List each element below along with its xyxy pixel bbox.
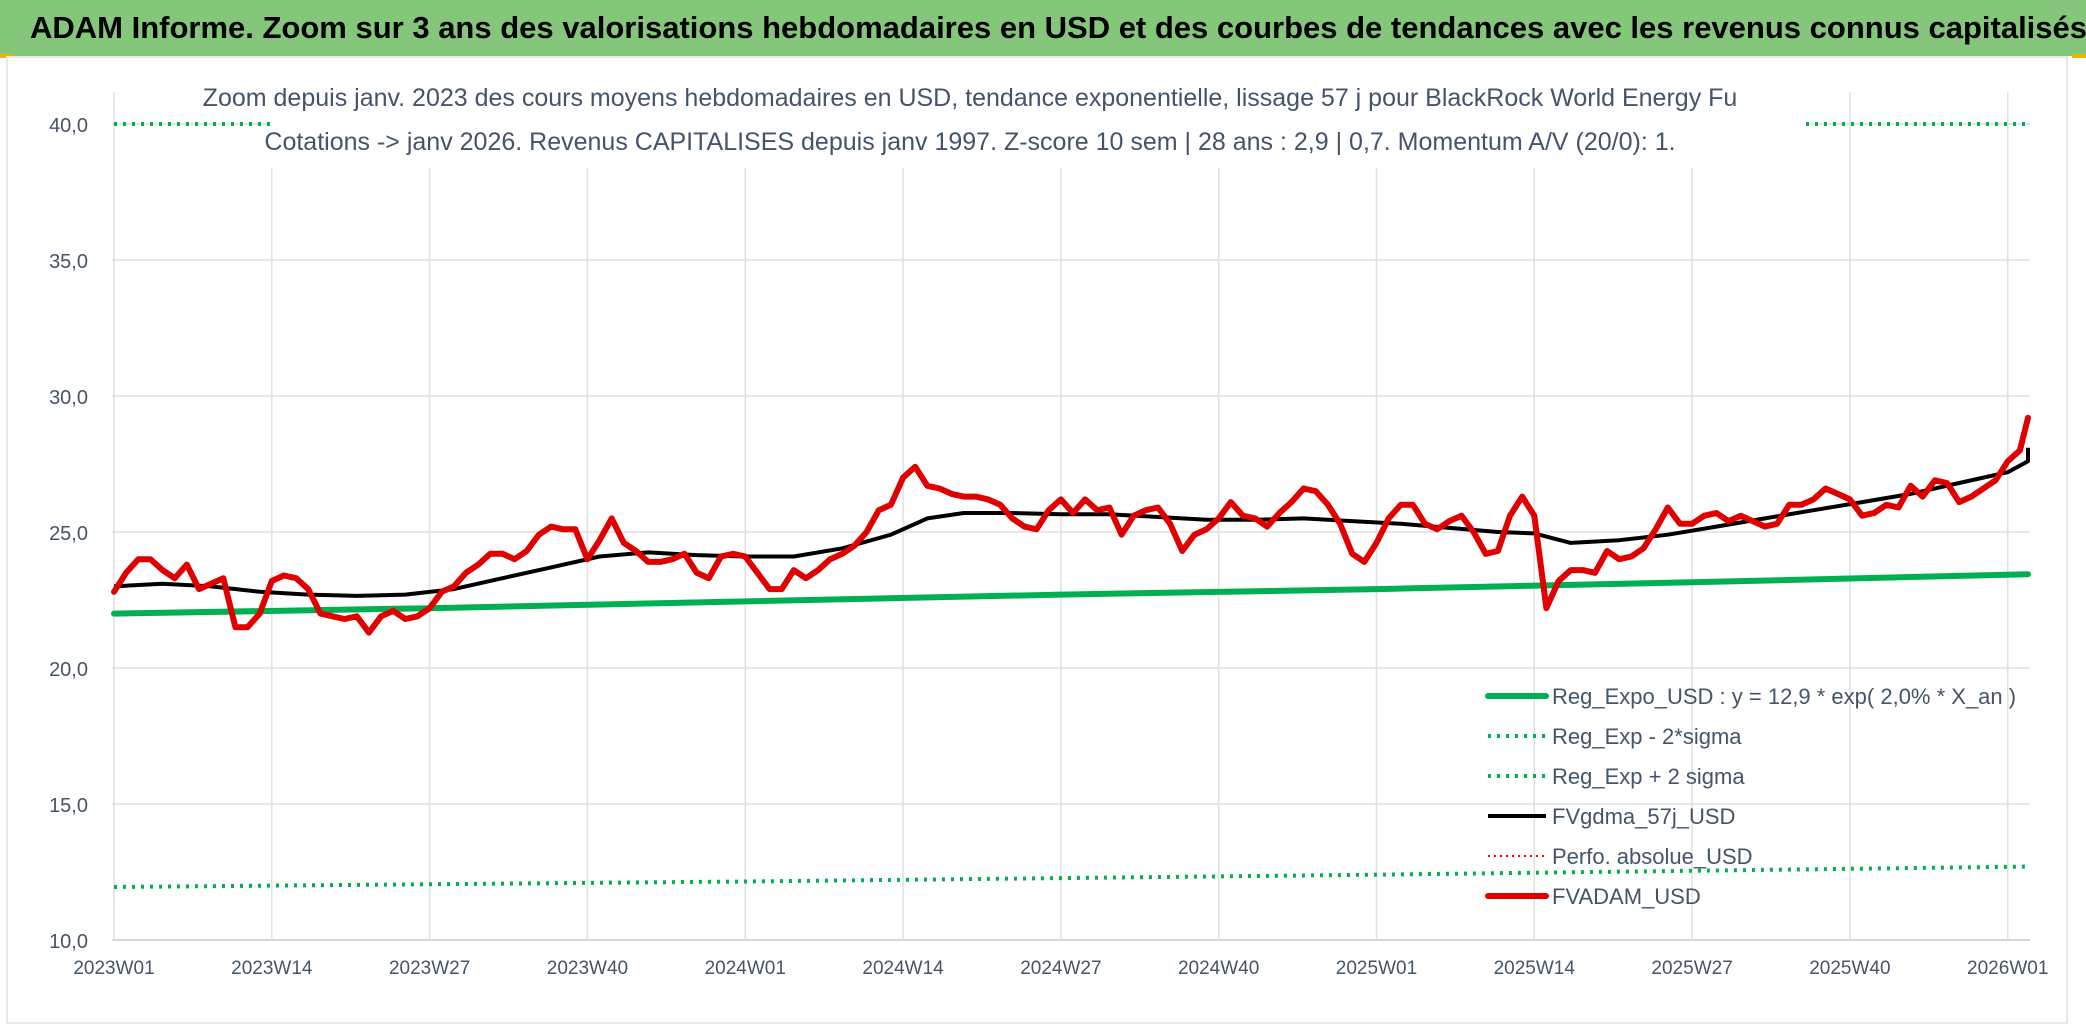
y-tick-label: 30,0: [49, 387, 88, 409]
series-line-fvgdma-57j-usd: [113, 447, 2030, 598]
y-tick-label: 10,0: [49, 931, 88, 953]
x-tick-label: 2025W27: [1651, 958, 1732, 979]
y-tick-label: 40,0: [49, 115, 88, 137]
chart-frame: [6, 56, 2068, 1024]
legend-label: FVADAM_USD: [1552, 884, 1701, 909]
x-tick-label: 2024W27: [1020, 958, 1101, 979]
series-line-reg-exp-2-sigma: [113, 864, 2029, 889]
legend-label: FVgdma_57j_USD: [1552, 804, 1735, 829]
chart-title-line-1: Zoom depuis janv. 2023 des cours moyens …: [202, 84, 1738, 112]
legend-label: Perfo. absolue_USD: [1552, 844, 1753, 869]
x-tick-label: 2025W01: [1336, 958, 1417, 979]
x-tick-label: 2025W40: [1809, 958, 1890, 979]
legend-label: Reg_Expo_USD : y = 12,9 * exp( 2,0% * X_…: [1552, 684, 2016, 709]
x-tick-label: 2023W27: [389, 958, 470, 979]
x-tick-label: 2023W01: [73, 958, 154, 979]
chart-title-line-2: Cotations -> janv 2026. Revenus CAPITALI…: [264, 128, 1676, 156]
x-tick-label: 2023W14: [231, 958, 313, 979]
corner-marker-right: [2072, 54, 2086, 58]
series-line-fvadam-usd: [111, 414, 2031, 636]
legend-label: Reg_Exp + 2 sigma: [1552, 764, 1745, 789]
y-tick-label: 25,0: [49, 523, 88, 545]
x-tick-label: 2024W14: [862, 958, 944, 979]
x-tick-label: 2023W40: [547, 958, 628, 979]
x-tick-label: 2024W40: [1178, 958, 1259, 979]
report-banner-title: ADAM Informe. Zoom sur 3 ans des valoris…: [0, 0, 2086, 56]
legend-label: Reg_Exp - 2*sigma: [1552, 724, 1742, 749]
y-tick-label: 35,0: [49, 251, 88, 273]
title-gap-mask: [270, 119, 1800, 129]
x-tick-label: 2024W01: [705, 958, 786, 979]
x-tick-label: 2025W14: [1494, 958, 1576, 979]
x-tick-label: 2026W01: [1967, 958, 2048, 979]
y-tick-label: 20,0: [49, 659, 88, 681]
y-tick-label: 15,0: [49, 795, 88, 817]
